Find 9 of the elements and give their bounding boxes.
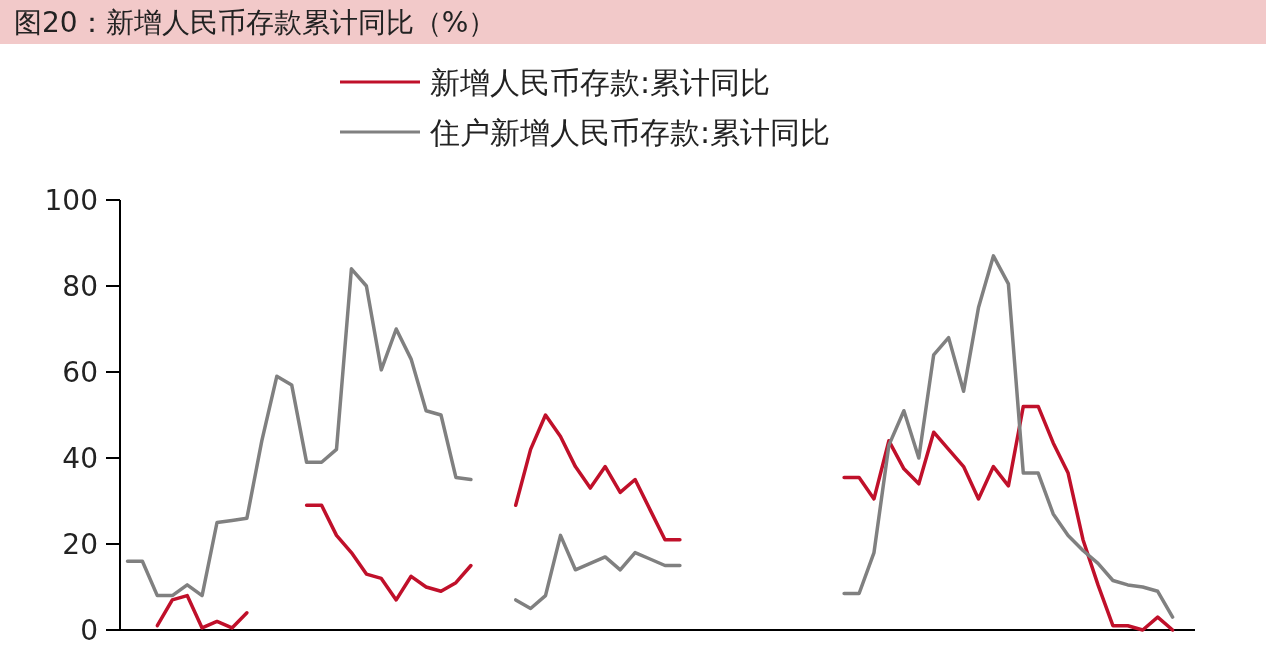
- y-tick-label: 20: [62, 528, 98, 561]
- legend-label: 新增人民币存款:累计同比: [430, 65, 771, 100]
- y-tick-label: 80: [62, 270, 98, 303]
- legend-label: 住户新增人民币存款:累计同比: [429, 115, 831, 150]
- chart-title: 图20：新增人民币存款累计同比（%）: [14, 6, 497, 39]
- y-tick-label: 40: [62, 442, 98, 475]
- y-tick-label: 60: [62, 356, 98, 389]
- y-tick-label: 100: [44, 184, 98, 217]
- y-tick-label: 0: [80, 614, 98, 647]
